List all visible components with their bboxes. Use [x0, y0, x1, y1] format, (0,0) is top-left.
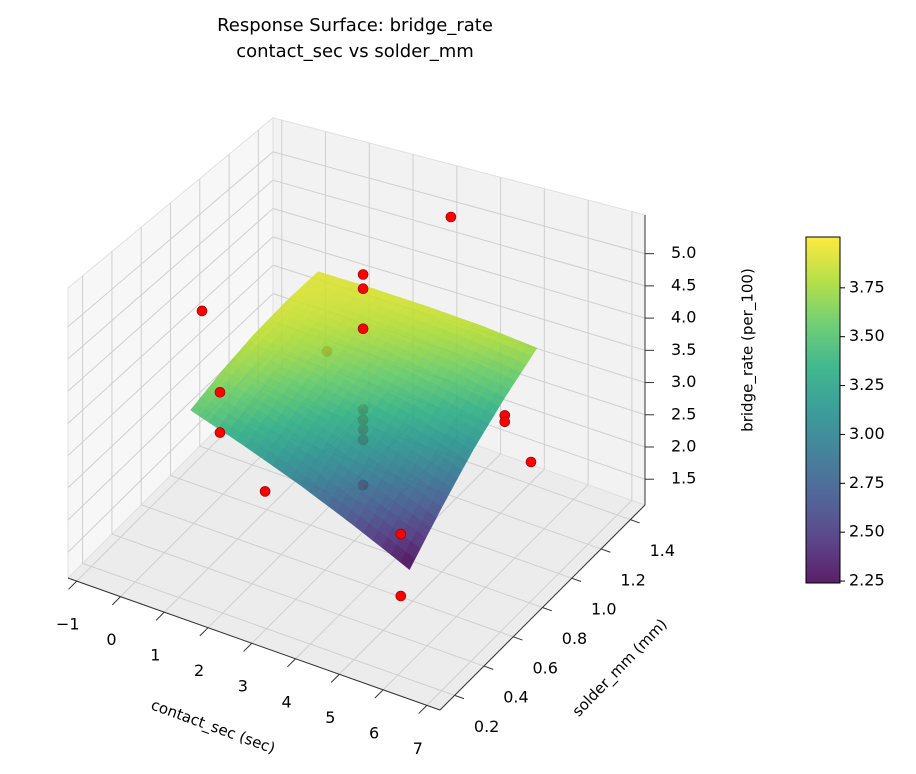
y-axis-line: [439, 504, 646, 711]
y-tick-mark: [542, 607, 552, 612]
y-tick-mark: [483, 665, 494, 670]
colorbar-tick-label: 3.75: [849, 277, 885, 296]
x-tick-mark: [374, 689, 384, 699]
grid-line: [272, 236, 646, 351]
x-tick-mark: [68, 580, 78, 590]
x-tick-mark: [155, 611, 165, 621]
x-tick-label: −1: [56, 615, 80, 634]
data-point: [259, 486, 271, 497]
y-tick-mark: [630, 519, 640, 524]
grid-line: [67, 179, 274, 360]
x-axis-line: [67, 577, 441, 711]
data-point: [357, 323, 369, 335]
x-tick-label: 2: [194, 661, 204, 680]
z-tick-label: 1.5: [671, 469, 696, 488]
colorbar-tick-label: 2.75: [849, 473, 885, 492]
x-tick-label: 6: [369, 723, 379, 742]
data-point: [395, 528, 407, 540]
data-point: [214, 427, 226, 438]
data-point: [196, 305, 208, 317]
surface-patch: [400, 551, 416, 570]
z-tick-label: 3.0: [671, 372, 696, 391]
points-front: [196, 211, 537, 602]
colorbar-tick-label: 2.50: [849, 522, 885, 541]
grid-line: [67, 293, 274, 489]
data-point: [395, 590, 407, 602]
grid-line: [272, 151, 646, 255]
data-point: [357, 283, 369, 295]
axes: −1 0 1 2 3 4 5 6 7 0.20.40.6 0.81.01.2 1.4 1.5 2.0 2.5…: [56, 215, 696, 758]
y-tick-label: 1.4: [650, 541, 675, 560]
grid-line: [272, 208, 646, 319]
y-tick-label: 0.4: [503, 688, 528, 707]
data-point: [357, 269, 369, 280]
y-tick-mark: [454, 694, 465, 700]
z-tick-label: 5.0: [671, 243, 696, 262]
chart-subtitle: contact_sec vs solder_mm: [236, 41, 474, 62]
x-tick-mark: [418, 704, 428, 714]
y-tick-label: 1.2: [620, 570, 645, 589]
data-point: [214, 386, 226, 398]
grid-line: [111, 533, 485, 667]
y-tick-label: 0.6: [532, 658, 557, 677]
x-tick-label: 5: [325, 708, 335, 727]
grid-line: [67, 208, 274, 392]
x-tick-mark: [330, 673, 340, 683]
x-tick-label: 4: [281, 692, 291, 711]
y-tick-label: 0.2: [474, 717, 499, 736]
x-tick-mark: [287, 658, 296, 668]
x-tick-label: 0: [106, 630, 116, 649]
z-axis-label: bridge_rate (per_100): [739, 268, 758, 432]
grid-line: [67, 264, 274, 456]
grid-line: [82, 562, 455, 696]
grid-line: [67, 151, 274, 328]
z-tick-label: 4.0: [671, 308, 696, 327]
x-tick-label: 1: [150, 646, 160, 665]
grid-line: [67, 236, 274, 424]
colorbar-tick-label: 3.00: [849, 424, 885, 443]
x-tick-label: 3: [238, 677, 248, 696]
colorbar-frame: [805, 236, 841, 584]
colorbar-tick-label: 3.25: [849, 375, 885, 394]
z-tick-label: 3.5: [671, 340, 696, 359]
x-tick-mark: [199, 627, 209, 637]
colorbar-tick-label: 2.25: [849, 571, 885, 590]
y-tick-label: 0.8: [562, 629, 587, 648]
data-point: [499, 416, 511, 428]
y-tick-mark: [571, 577, 582, 582]
x-tick-label: 7: [413, 739, 423, 758]
y-tick-mark: [513, 636, 523, 641]
y-tick-label: 1.0: [591, 600, 616, 619]
z-tick-label: 2.0: [671, 437, 696, 456]
colorbar-tick-label: 3.50: [849, 326, 885, 345]
y-tick-mark: [600, 548, 611, 553]
grid-line: [170, 475, 543, 608]
chart-title: Response Surface: bridge_rate: [217, 15, 493, 36]
z-tick-label: 2.5: [671, 404, 696, 423]
x-tick-mark: [243, 642, 253, 652]
x-axis-label: contact_sec (sec): [148, 696, 277, 759]
data-point: [445, 211, 457, 223]
grid-line: [272, 179, 646, 287]
x-tick-mark: [111, 596, 121, 606]
z-tick-label: 4.5: [671, 275, 696, 294]
grid-line: [141, 504, 514, 638]
surface: [190, 271, 538, 570]
data-point: [525, 456, 537, 468]
colorbar-gradient: [806, 237, 840, 583]
colorbar: 2.25 2.50 2.75 3.00 3.25 3.50 3.75: [805, 236, 885, 590]
